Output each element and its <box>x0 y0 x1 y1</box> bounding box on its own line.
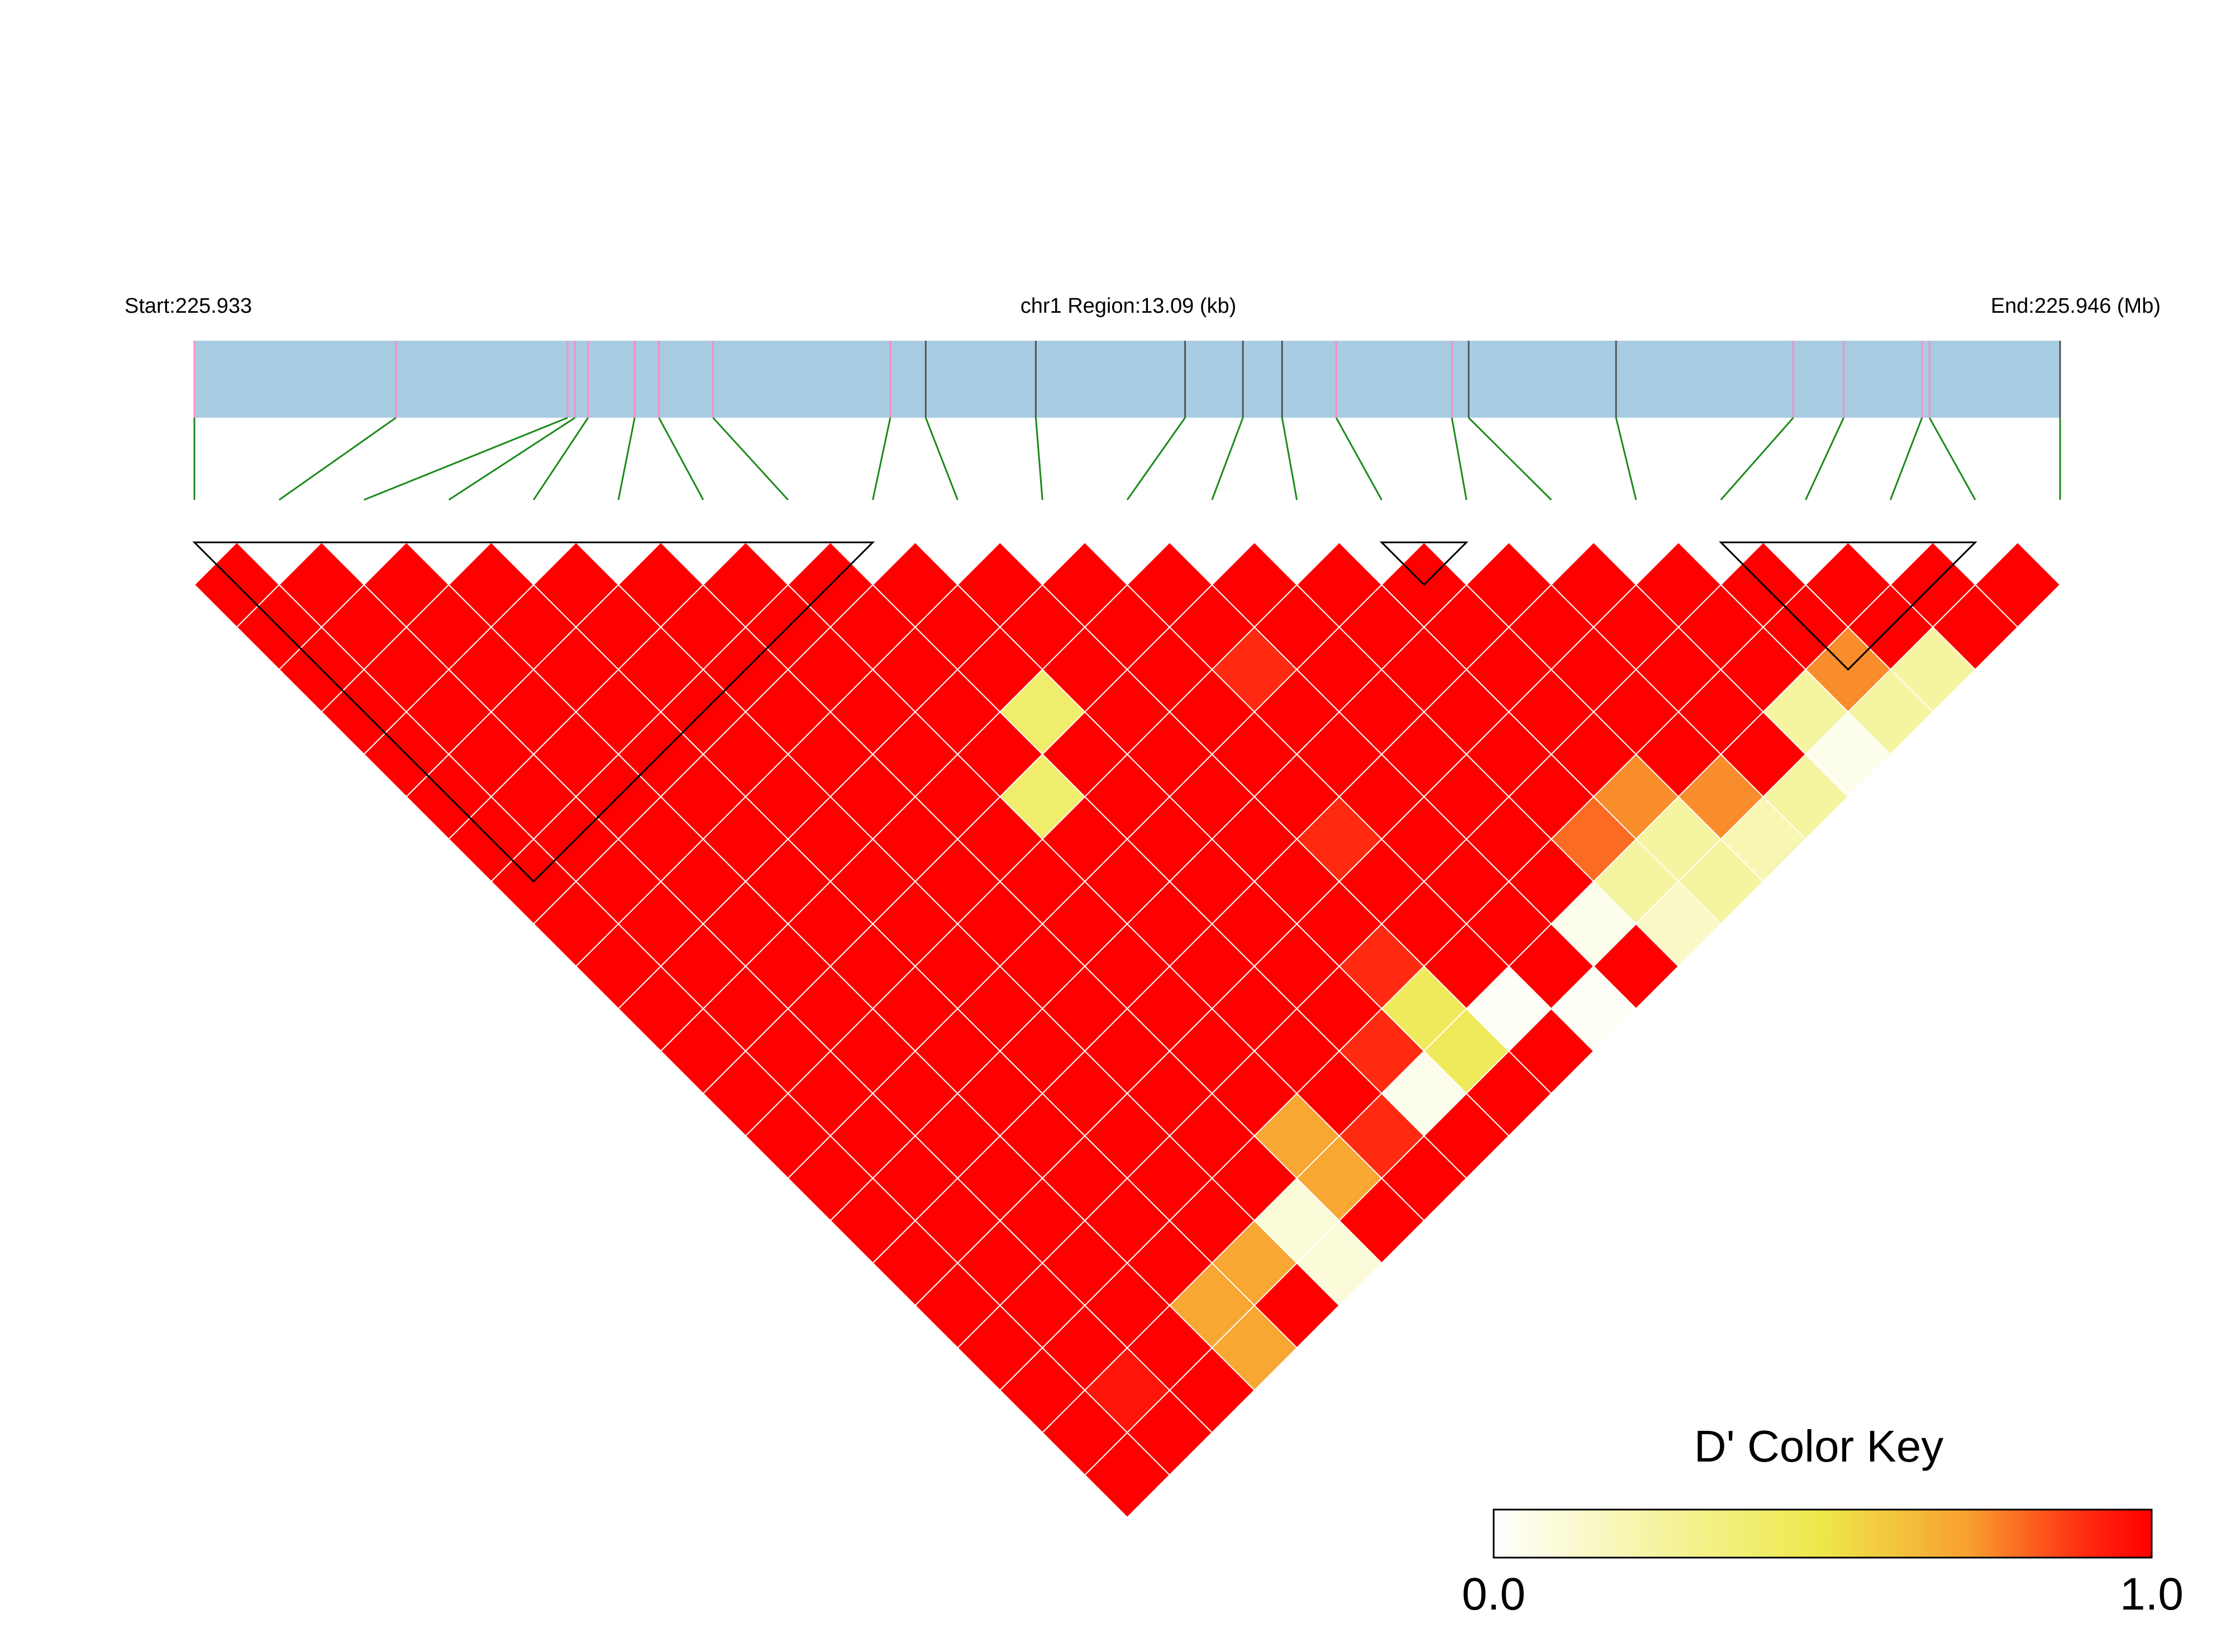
marker-link-4 <box>448 417 576 501</box>
marker-link-21 <box>1889 417 1923 500</box>
marker-link-9 <box>872 417 892 500</box>
marker-link-3 <box>364 417 568 501</box>
region-label: chr1 Region:13.09 (kb) <box>1021 294 1237 318</box>
marker-link-13 <box>1211 417 1244 500</box>
color-key-max-label: 1.0 <box>2120 1569 2184 1620</box>
marker-link-2 <box>278 417 397 501</box>
marker-link-8 <box>712 417 789 501</box>
marker-link-20 <box>1805 417 1844 500</box>
chromosome-region-bar <box>194 341 2060 418</box>
marker-link-14 <box>1281 417 1298 500</box>
ld-cells <box>193 541 2061 1519</box>
ld-cell-22-23 <box>1974 541 2061 628</box>
ld-block-2 <box>1379 541 1469 586</box>
marker-link-7 <box>658 417 704 500</box>
marker-connector-lines <box>193 417 2061 501</box>
marker-link-18 <box>1615 417 1637 500</box>
marker-link-12 <box>1126 417 1186 500</box>
marker-link-15 <box>1335 417 1383 500</box>
marker-link-5 <box>533 417 589 500</box>
color-key-min-label: 0.0 <box>1462 1569 1526 1620</box>
marker-link-6 <box>617 417 636 500</box>
ld-block-3 <box>1719 541 1977 671</box>
ld-block-1 <box>192 541 875 883</box>
end-label: End:225.946 (Mb) <box>1991 294 2161 318</box>
ld-block-outlines <box>192 541 1977 883</box>
color-key-bar <box>1493 1508 2153 1559</box>
marker-link-17 <box>1468 417 1552 501</box>
marker-ticks <box>193 341 2061 418</box>
marker-link-11 <box>1035 417 1043 500</box>
marker-link-10 <box>924 417 959 500</box>
color-key-title: D' Color Key <box>1694 1421 1944 1471</box>
marker-link-16 <box>1451 417 1467 500</box>
marker-link-19 <box>1720 417 1794 500</box>
marker-link-22 <box>1928 417 1976 500</box>
start-label: Start:225.933 <box>125 294 252 318</box>
